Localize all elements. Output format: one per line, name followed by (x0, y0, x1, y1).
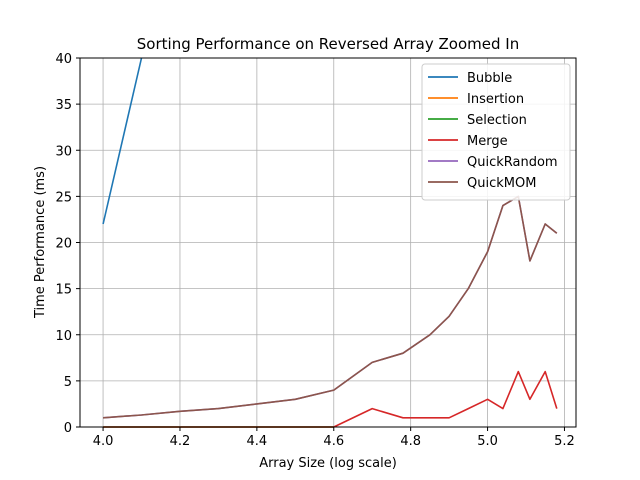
y-tick-label: 25 (55, 190, 72, 205)
x-tick-label: 5.0 (477, 434, 498, 449)
legend-label: Merge (467, 134, 508, 149)
x-tick-label: 4.8 (400, 434, 421, 449)
y-tick-label: 30 (55, 144, 72, 159)
series-line-bubble (102, 57, 143, 225)
series-line-quickmom (103, 195, 558, 419)
legend-label: Bubble (467, 71, 512, 86)
y-tick-label: 20 (55, 237, 72, 252)
y-tick-label: 40 (55, 52, 72, 67)
y-tick-label: 0 (64, 421, 72, 436)
x-tick-label: 4.2 (170, 434, 191, 449)
x-tick-label: 4.0 (93, 434, 114, 449)
legend-box (421, 63, 571, 201)
x-tick-label: 4.4 (247, 434, 268, 449)
y-ticks: 0 5 10 15 20 25 30 35 40 (55, 52, 80, 436)
legend: Bubble Insertion Selection Merge QuickRandom… (421, 63, 571, 201)
y-tick-label: 5 (64, 375, 72, 390)
legend-label: Insertion (467, 92, 524, 107)
legend-label: QuickMOM (467, 176, 536, 191)
x-tick-label: 4.6 (323, 434, 344, 449)
x-axis-label: Array Size (log scale) (259, 456, 397, 471)
y-tick-label: 35 (55, 98, 72, 113)
legend-label: QuickRandom (467, 155, 558, 170)
x-tick-label: 5.2 (554, 434, 575, 449)
x-ticks: 4.0 4.2 4.4 4.6 4.8 5.0 5.2 (93, 427, 575, 449)
y-tick-label: 15 (55, 283, 72, 298)
legend-label: Selection (467, 113, 527, 128)
y-axis-label: Time Performance (ms) (33, 166, 48, 319)
chart-title: Sorting Performance on Reversed Array Zo… (137, 35, 519, 53)
y-tick-label: 10 (55, 329, 72, 344)
